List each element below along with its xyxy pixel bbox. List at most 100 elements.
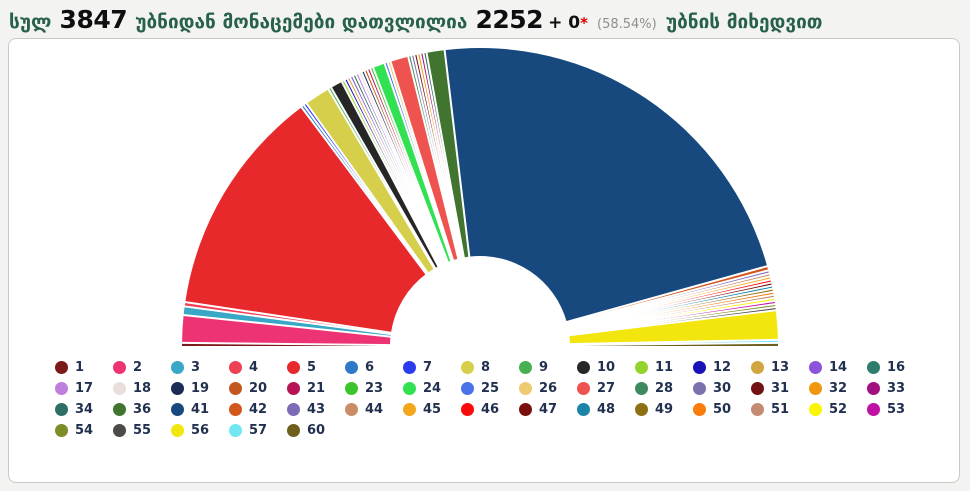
- legend-item-51[interactable]: 51: [751, 399, 809, 420]
- slice-separator: [305, 102, 429, 274]
- legend-swatch: [113, 382, 126, 395]
- chart-slice-5[interactable]: [185, 107, 427, 333]
- legend-item-32[interactable]: 32: [809, 378, 867, 399]
- chart-slice-24[interactable]: [373, 63, 452, 262]
- legend-item-9[interactable]: 9: [519, 357, 577, 378]
- legend-label: 7: [423, 360, 433, 375]
- chart-slice-41[interactable]: [444, 48, 768, 322]
- legend-item-16[interactable]: 16: [867, 357, 925, 378]
- legend-item-19[interactable]: 19: [171, 378, 229, 399]
- slice-separator: [184, 305, 392, 336]
- legend-item-34[interactable]: 34: [55, 399, 113, 420]
- legend-item-43[interactable]: 43: [287, 399, 345, 420]
- chart-slice-8[interactable]: [306, 89, 435, 273]
- legend-item-36[interactable]: 36: [113, 399, 171, 420]
- legend-item-7[interactable]: 7: [403, 357, 461, 378]
- legend-item-11[interactable]: 11: [635, 357, 693, 378]
- slice-separator: [419, 53, 464, 259]
- legend-item-12[interactable]: 12: [693, 357, 751, 378]
- legend-swatch: [693, 403, 706, 416]
- chart-slice-10[interactable]: [331, 81, 439, 269]
- legend-item-47[interactable]: 47: [519, 399, 577, 420]
- legend-item-5[interactable]: 5: [287, 357, 345, 378]
- legend-swatch: [809, 361, 822, 374]
- legend-item-10[interactable]: 10: [577, 357, 635, 378]
- legend-item-50[interactable]: 50: [693, 399, 751, 420]
- legend-item-31[interactable]: 31: [751, 378, 809, 399]
- legend-item-2[interactable]: 2: [113, 357, 171, 378]
- legend-item-21[interactable]: 21: [287, 378, 345, 399]
- legend-swatch: [229, 361, 242, 374]
- legend-item-56[interactable]: 56: [171, 420, 229, 441]
- legend-label: 1: [75, 360, 85, 375]
- legend-item-26[interactable]: 26: [519, 378, 577, 399]
- legend-item-8[interactable]: 8: [461, 357, 519, 378]
- legend-swatch: [171, 382, 184, 395]
- legend-item-4[interactable]: 4: [229, 357, 287, 378]
- legend-item-41[interactable]: 41: [171, 399, 229, 420]
- legend-swatch: [403, 403, 416, 416]
- slice-separator: [567, 287, 774, 330]
- legend-item-24[interactable]: 24: [403, 378, 461, 399]
- legend-item-18[interactable]: 18: [113, 378, 171, 399]
- legend-item-1[interactable]: 1: [55, 357, 113, 378]
- legend-item-60[interactable]: 60: [287, 420, 345, 441]
- legend-item-6[interactable]: 6: [345, 357, 403, 378]
- legend-label: 34: [75, 402, 94, 417]
- legend-item-53[interactable]: 53: [867, 399, 925, 420]
- chart-slice-36[interactable]: [426, 50, 470, 258]
- legend-item-44[interactable]: 44: [345, 399, 403, 420]
- legend-item-46[interactable]: 46: [461, 399, 519, 420]
- legend-item-49[interactable]: 49: [635, 399, 693, 420]
- slice-separator: [302, 104, 428, 275]
- legend-item-28[interactable]: 28: [635, 378, 693, 399]
- legend-item-23[interactable]: 23: [345, 378, 403, 399]
- legend-item-57[interactable]: 57: [229, 420, 287, 441]
- legend-label: 27: [597, 381, 616, 396]
- legend-item-25[interactable]: 25: [461, 378, 519, 399]
- legend-swatch: [867, 403, 880, 416]
- slice-separator: [340, 81, 440, 268]
- legend-item-14[interactable]: 14: [809, 357, 867, 378]
- legend-item-52[interactable]: 52: [809, 399, 867, 420]
- legend-swatch: [751, 403, 764, 416]
- legend-swatch: [171, 361, 184, 374]
- legend-swatch: [519, 361, 532, 374]
- chart-slice-56[interactable]: [569, 310, 778, 345]
- legend-item-33[interactable]: 33: [867, 378, 925, 399]
- legend-item-55[interactable]: 55: [113, 420, 171, 441]
- legend-label: 12: [713, 360, 732, 375]
- slice-separator: [369, 68, 448, 264]
- slice-separator: [568, 306, 777, 336]
- legend-label: 36: [133, 402, 152, 417]
- slice-separator: [383, 62, 453, 262]
- legend-item-48[interactable]: 48: [577, 399, 635, 420]
- legend-item-54[interactable]: 54: [55, 420, 113, 441]
- legend-swatch: [577, 361, 590, 374]
- legend-label: 45: [423, 402, 442, 417]
- legend-item-3[interactable]: 3: [171, 357, 229, 378]
- legend-item-20[interactable]: 20: [229, 378, 287, 399]
- slice-separator: [567, 281, 772, 328]
- legend-item-17[interactable]: 17: [55, 378, 113, 399]
- legend-swatch: [693, 361, 706, 374]
- legend-label: 11: [655, 360, 674, 375]
- slice-separator: [357, 72, 445, 265]
- legend-item-30[interactable]: 30: [693, 378, 751, 399]
- slice-separator: [349, 76, 442, 266]
- legend-label: 32: [829, 381, 848, 396]
- legend-label: 14: [829, 360, 848, 375]
- chart-legend: 1 2 3 4 5 6 7 8 9 10 11 12 13 14 16 17 18 19 20 21 23 24 25 26 2…: [55, 357, 940, 441]
- legend-item-13[interactable]: 13: [751, 357, 809, 378]
- legend-swatch: [403, 382, 416, 395]
- slice-separator: [360, 71, 446, 265]
- slice-separator: [425, 52, 465, 259]
- legend-item-45[interactable]: 45: [403, 399, 461, 420]
- chart-slice-2[interactable]: [182, 315, 391, 346]
- legend-item-27[interactable]: 27: [577, 378, 635, 399]
- legend-item-42[interactable]: 42: [229, 399, 287, 420]
- legend-label: 16: [887, 360, 906, 375]
- slice-separator: [568, 296, 775, 333]
- chart-slice-27[interactable]: [390, 56, 459, 261]
- legend-swatch: [461, 361, 474, 374]
